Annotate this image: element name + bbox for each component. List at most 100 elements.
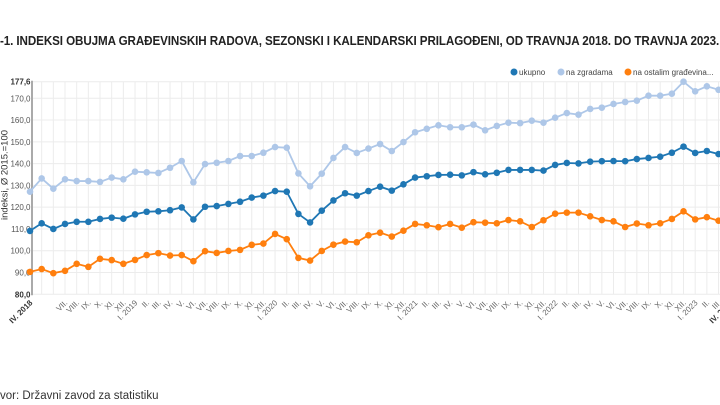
data-point[interactable]	[166, 252, 174, 259]
data-point[interactable]	[26, 188, 34, 196]
data-point[interactable]	[680, 208, 687, 215]
data-point[interactable]	[295, 210, 302, 218]
data-point[interactable]	[318, 247, 326, 255]
data-point[interactable]	[446, 171, 454, 179]
data-point[interactable]	[85, 218, 92, 226]
data-point[interactable]	[73, 218, 80, 226]
data-point[interactable]	[423, 172, 431, 180]
data-point[interactable]	[598, 216, 606, 224]
data-point[interactable]	[341, 189, 349, 197]
data-point[interactable]	[236, 198, 244, 206]
data-point[interactable]	[575, 160, 582, 167]
data-point[interactable]	[493, 169, 501, 177]
data-point[interactable]	[621, 223, 629, 231]
data-point[interactable]	[73, 260, 80, 268]
data-point[interactable]	[108, 256, 115, 264]
data-point[interactable]	[306, 182, 314, 190]
data-point[interactable]	[446, 220, 454, 228]
data-point[interactable]	[528, 117, 536, 125]
data-point[interactable]	[586, 158, 594, 165]
data-point[interactable]	[96, 215, 104, 223]
data-point[interactable]	[411, 128, 419, 136]
data-point[interactable]	[178, 204, 186, 211]
data-point[interactable]	[528, 223, 536, 231]
data-point[interactable]	[155, 208, 162, 215]
data-point[interactable]	[248, 194, 256, 201]
data-point[interactable]	[201, 247, 209, 255]
data-point[interactable]	[691, 216, 699, 223]
data-point[interactable]	[213, 159, 221, 167]
data-point[interactable]	[435, 121, 442, 129]
data-point[interactable]	[621, 157, 629, 165]
data-point[interactable]	[516, 119, 524, 127]
data-point[interactable]	[621, 98, 629, 106]
data-point[interactable]	[493, 219, 501, 227]
data-point[interactable]	[50, 269, 57, 277]
data-point[interactable]	[131, 211, 139, 218]
data-point[interactable]	[586, 105, 594, 113]
data-point[interactable]	[470, 218, 477, 226]
data-point[interactable]	[295, 254, 302, 262]
data-point[interactable]	[540, 167, 547, 174]
data-point[interactable]	[330, 197, 337, 204]
data-point[interactable]	[271, 143, 279, 151]
data-point[interactable]	[213, 202, 221, 210]
data-point[interactable]	[260, 192, 267, 199]
data-point[interactable]	[155, 249, 162, 257]
data-point[interactable]	[633, 97, 641, 104]
data-point[interactable]	[201, 203, 209, 211]
data-point[interactable]	[411, 174, 419, 181]
data-point[interactable]	[353, 192, 361, 199]
data-point[interactable]	[435, 171, 442, 179]
data-point[interactable]	[271, 187, 279, 195]
data-point[interactable]	[225, 247, 232, 255]
data-point[interactable]	[435, 223, 442, 231]
data-point[interactable]	[73, 177, 80, 185]
data-point[interactable]	[353, 149, 361, 157]
data-point[interactable]	[656, 219, 664, 227]
data-point[interactable]	[225, 157, 232, 165]
data-point[interactable]	[598, 157, 606, 165]
data-point[interactable]	[38, 265, 45, 273]
data-point[interactable]	[551, 114, 559, 121]
data-point[interactable]	[703, 213, 711, 221]
data-point[interactable]	[516, 166, 524, 174]
data-point[interactable]	[120, 215, 127, 223]
data-point[interactable]	[376, 183, 384, 191]
data-point[interactable]	[388, 233, 396, 240]
data-point[interactable]	[306, 257, 314, 264]
data-point[interactable]	[318, 170, 326, 177]
data-point[interactable]	[481, 219, 489, 226]
data-point[interactable]	[120, 176, 127, 183]
data-point[interactable]	[505, 216, 512, 224]
data-point[interactable]	[365, 145, 372, 152]
data-point[interactable]	[50, 225, 57, 233]
data-point[interactable]	[143, 208, 150, 216]
data-point[interactable]	[236, 152, 244, 160]
data-point[interactable]	[411, 220, 419, 228]
data-point[interactable]	[645, 221, 652, 229]
data-point[interactable]	[108, 214, 115, 221]
data-point[interactable]	[330, 241, 337, 248]
data-point[interactable]	[481, 126, 489, 134]
data-point[interactable]	[516, 218, 524, 225]
data-point[interactable]	[645, 92, 652, 99]
data-point[interactable]	[365, 231, 372, 239]
data-point[interactable]	[376, 140, 384, 148]
data-point[interactable]	[85, 263, 92, 271]
data-point[interactable]	[563, 109, 571, 117]
data-point[interactable]	[423, 221, 431, 229]
data-point[interactable]	[61, 267, 69, 275]
data-point[interactable]	[633, 155, 641, 163]
data-point[interactable]	[633, 220, 641, 227]
data-point[interactable]	[668, 90, 676, 98]
data-point[interactable]	[283, 144, 291, 152]
data-point[interactable]	[341, 143, 349, 151]
data-point[interactable]	[586, 213, 594, 220]
legend-item[interactable]: na zgradama	[557, 68, 614, 77]
data-point[interactable]	[38, 219, 45, 227]
data-point[interactable]	[540, 119, 547, 126]
data-point[interactable]	[248, 241, 256, 249]
data-point[interactable]	[493, 122, 501, 130]
data-point[interactable]	[446, 123, 454, 131]
